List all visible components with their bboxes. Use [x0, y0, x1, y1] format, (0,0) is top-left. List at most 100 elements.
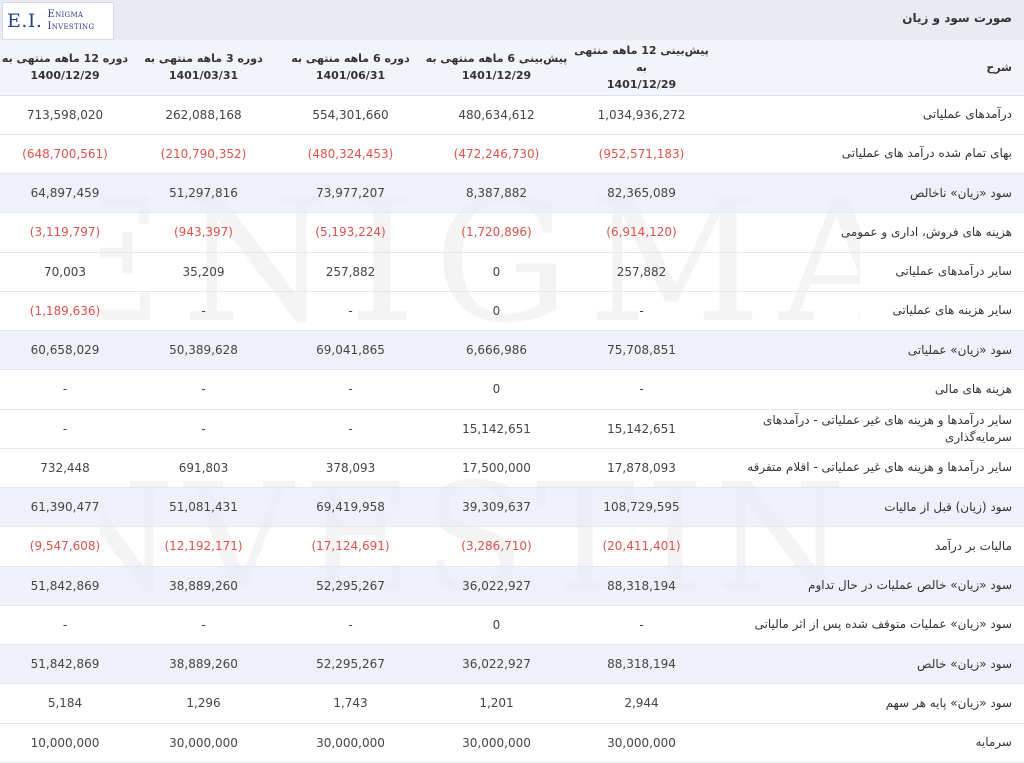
- row-label: سرمایه: [714, 723, 1024, 763]
- column-period: دوره 3 ماهه منتهی به: [144, 52, 263, 66]
- value-cell: 2,944: [569, 683, 714, 724]
- table-row: - - -0- هزینه های مالی: [0, 369, 1024, 410]
- value-cell: 30,000,000: [569, 723, 714, 763]
- value-cell: (480,324,453): [277, 134, 424, 175]
- row-label: بهای تمام شده درآمد های عملیاتی: [714, 134, 1024, 175]
- column-header-1: پیش‌بینی 12 ماهه منتهی به 1401/12/29: [569, 40, 714, 96]
- value-cell: (20,411,401): [569, 526, 714, 567]
- logo-word-2: Investing: [47, 21, 95, 32]
- value-cell: 691,803: [130, 448, 277, 489]
- value-cell: 1,296: [130, 683, 277, 724]
- value-cell: (648,700,561): [0, 134, 130, 175]
- column-header-5: دوره 12 ماهه منتهی به 1400/12/29: [0, 40, 130, 96]
- row-label: هزینه های مالی: [714, 369, 1024, 410]
- table-row: 60,658,029 50,389,628 69,041,865 6,666,986 7…: [0, 330, 1024, 371]
- value-cell: -: [277, 409, 424, 449]
- value-cell: 30,000,000: [130, 723, 277, 763]
- enigma-investing-logo[interactable]: E.I. Enigma Investing: [2, 2, 114, 40]
- value-cell: 38,889,260: [130, 644, 277, 685]
- value-cell: 15,142,651: [569, 409, 714, 449]
- value-cell: -: [569, 291, 714, 332]
- column-period: دوره 6 ماهه منتهی به: [291, 52, 410, 66]
- value-cell: (17,124,691): [277, 526, 424, 567]
- table-row: 10,000,000 30,000,000 30,000,000 30,000,000…: [0, 723, 1024, 763]
- row-label: سود (زیان) قبل از مالیات: [714, 487, 1024, 528]
- value-cell: 73,977,207: [277, 173, 424, 214]
- table-row: (648,700,561) (210,790,352) (480,324,453)(…: [0, 134, 1024, 175]
- value-cell: 5,184: [0, 683, 130, 724]
- value-cell: 17,878,093: [569, 448, 714, 489]
- value-cell: (943,397): [130, 212, 277, 253]
- row-label: سود «زیان» پایه هر سهم: [714, 683, 1024, 724]
- logo-word-1: Enigma: [47, 9, 84, 20]
- value-cell: 0: [424, 369, 569, 410]
- value-cell: 713,598,020: [0, 95, 130, 135]
- table-row: 51,842,869 38,889,260 52,295,267 36,022,927…: [0, 566, 1024, 606]
- value-cell: 6,666,986: [424, 330, 569, 371]
- income-statement-table: دوره 12 ماهه منتهی به 1400/12/29 دوره 3 ما…: [0, 40, 1024, 763]
- logo-initials: E.I.: [7, 10, 43, 32]
- value-cell: 1,201: [424, 683, 569, 724]
- value-cell: 51,297,816: [130, 173, 277, 214]
- value-cell: (3,119,797): [0, 212, 130, 253]
- column-period: پیش‌بینی 6 ماهه منتهی به: [425, 52, 568, 66]
- value-cell: (210,790,352): [130, 134, 277, 175]
- value-cell: (5,193,224): [277, 212, 424, 253]
- value-cell: 257,882: [569, 252, 714, 292]
- value-cell: 88,318,194: [569, 644, 714, 685]
- value-cell: (6,914,120): [569, 212, 714, 253]
- value-cell: 88,318,194: [569, 566, 714, 606]
- table-body: 713,598,020 262,088,168 554,301,660 480,634…: [0, 95, 1024, 763]
- value-cell: 480,634,612: [424, 95, 569, 135]
- value-cell: 257,882: [277, 252, 424, 292]
- row-label: درآمدهای عملیاتی: [714, 95, 1024, 135]
- row-label: سود «زیان» عملیاتی: [714, 330, 1024, 371]
- value-cell: (12,192,171): [130, 526, 277, 567]
- title-bar: صورت سود و زیان: [0, 0, 1024, 40]
- value-cell: (1,720,896): [424, 212, 569, 253]
- value-cell: (3,286,710): [424, 526, 569, 567]
- value-cell: 52,295,267: [277, 566, 424, 606]
- value-cell: 60,658,029: [0, 330, 130, 371]
- value-cell: -: [569, 605, 714, 646]
- value-cell: 0: [424, 252, 569, 292]
- value-cell: 0: [424, 605, 569, 646]
- column-date: 1401/12/29: [461, 69, 532, 83]
- value-cell: (952,571,183): [569, 134, 714, 175]
- value-cell: 1,034,936,272: [569, 95, 714, 135]
- table-row: 732,448 691,803 378,093 17,500,000 17,878,09…: [0, 448, 1024, 489]
- row-label: هزینه های فروش، اداری و عمومی: [714, 212, 1024, 253]
- table-header-row: دوره 12 ماهه منتهی به 1400/12/29 دوره 3 ما…: [0, 40, 1024, 96]
- value-cell: 35,209: [130, 252, 277, 292]
- value-cell: 378,093: [277, 448, 424, 489]
- value-cell: 50,389,628: [130, 330, 277, 371]
- page-title: صورت سود و زیان: [902, 11, 1012, 25]
- row-label: سود «زیان» خالص عملیات در حال تداوم: [714, 566, 1024, 606]
- table-row: 51,842,869 38,889,260 52,295,267 36,022,927…: [0, 644, 1024, 685]
- value-cell: 51,081,431: [130, 487, 277, 528]
- column-date: 1401/06/31: [315, 69, 386, 83]
- column-header-2: پیش‌بینی 6 ماهه منتهی به 1401/12/29: [424, 40, 569, 96]
- value-cell: (472,246,730): [424, 134, 569, 175]
- value-cell: -: [130, 291, 277, 332]
- value-cell: -: [569, 369, 714, 410]
- column-header-3: دوره 6 ماهه منتهی به 1401/06/31: [277, 40, 424, 96]
- value-cell: -: [130, 369, 277, 410]
- value-cell: -: [277, 605, 424, 646]
- value-cell: 732,448: [0, 448, 130, 489]
- value-cell: (9,547,608): [0, 526, 130, 567]
- value-cell: -: [0, 369, 130, 410]
- value-cell: 262,088,168: [130, 95, 277, 135]
- value-cell: 0: [424, 291, 569, 332]
- value-cell: 39,309,637: [424, 487, 569, 528]
- value-cell: 8,387,882: [424, 173, 569, 214]
- value-cell: 30,000,000: [424, 723, 569, 763]
- column-date: 1400/12/29: [30, 69, 100, 83]
- value-cell: 75,708,851: [569, 330, 714, 371]
- table-row: - - -15,142,651 15,142,651 سایر درآمدها و هز…: [0, 409, 1024, 449]
- value-cell: (1,189,636): [0, 291, 130, 332]
- column-period: دوره 12 ماهه منتهی به: [1, 52, 129, 66]
- table-row: 70,003 35,209 257,882 0 257,882 سایر درآمدهای…: [0, 252, 1024, 292]
- value-cell: 69,419,958: [277, 487, 424, 528]
